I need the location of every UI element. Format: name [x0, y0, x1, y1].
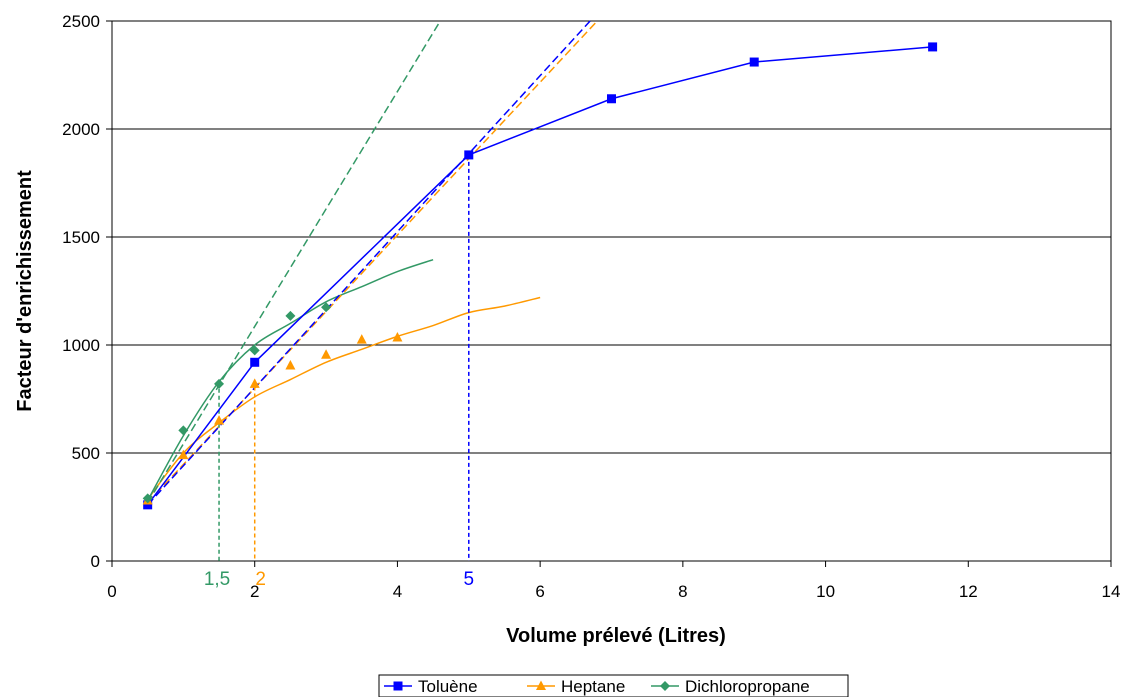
- y-tick-label: 500: [72, 444, 100, 463]
- data-point-dichloropropane: [178, 425, 189, 436]
- series-layer: [142, 42, 938, 510]
- axes: 0 500 1000 1500 2000 2500 0 2 4 6 8 10 12 14: [62, 12, 1120, 601]
- data-point-heptane: [178, 449, 189, 460]
- data-point-toluene: [607, 94, 616, 104]
- legend-marker-heptane: [536, 680, 546, 690]
- y-tick-label: 1000: [62, 336, 100, 355]
- x-tick-label: 2: [250, 582, 259, 601]
- legend: Toluène Heptane Dichloropropane: [378, 674, 849, 697]
- data-point-heptane: [321, 349, 332, 359]
- data-point-heptane: [249, 378, 260, 388]
- x-tick-label: 4: [393, 582, 402, 601]
- data-point-toluene: [749, 57, 759, 67]
- tangent-line: [147, 20, 591, 506]
- tangent-lines: [147, 20, 598, 506]
- legend-label-heptane: Heptane: [561, 677, 625, 696]
- y-axis-title: Facteur d'enrichissement: [14, 170, 36, 412]
- series-dichloropropane: [142, 302, 332, 504]
- tangent-line: [147, 20, 441, 504]
- data-point-heptane: [356, 334, 367, 344]
- data-point-dichloropropane: [249, 345, 260, 356]
- x-tick-label: 8: [678, 582, 687, 601]
- data-point-toluene: [250, 357, 260, 367]
- data-point-heptane: [214, 415, 225, 425]
- x-axis-title: Volume prélevé (Litres): [506, 625, 726, 647]
- series-heptane: [142, 331, 403, 505]
- legend-marker-dichloropropane: [660, 681, 670, 691]
- annotation-label: 1,5: [204, 569, 230, 590]
- data-point-toluene: [143, 500, 153, 510]
- annotations: 1,5 2 5: [204, 569, 474, 590]
- y-tick-label: 2500: [62, 12, 100, 31]
- data-point-dichloropropane: [285, 310, 296, 321]
- series-toluene: [143, 42, 938, 510]
- y-tick-label: 0: [91, 552, 100, 571]
- data-point-dichloropropane: [214, 378, 225, 389]
- legend-box: [378, 674, 849, 697]
- x-tick-label: 6: [535, 582, 544, 601]
- plot-area-border: [111, 20, 1112, 562]
- series-line-toluene: [147, 46, 933, 506]
- x-tick-label: 0: [107, 582, 116, 601]
- data-point-toluene: [464, 150, 474, 160]
- legend-label-dichloropropane: Dichloropropane: [685, 677, 810, 696]
- annotation-label: 5: [463, 569, 474, 590]
- trendline-dichloropropane: [147, 258, 434, 501]
- grid-lines: [112, 128, 1111, 454]
- drop-lines: [218, 154, 470, 561]
- data-point-dichloropropane: [142, 493, 153, 504]
- y-tick-label: 2000: [62, 120, 100, 139]
- data-point-heptane: [285, 360, 296, 370]
- data-point-dichloropropane: [321, 302, 332, 313]
- y-tick-label: 1500: [62, 228, 100, 247]
- x-tick-label: 14: [1102, 582, 1121, 601]
- x-tick-label: 10: [816, 582, 835, 601]
- data-point-toluene: [928, 42, 938, 52]
- trendlines: [147, 258, 541, 501]
- annotation-label: 2: [255, 569, 266, 590]
- legend-marker-toluene: [393, 681, 403, 691]
- trendline-heptane: [147, 296, 541, 500]
- data-point-heptane: [392, 331, 403, 342]
- x-tick-label: 12: [959, 582, 978, 601]
- legend-label-toluene: Toluène: [418, 677, 478, 696]
